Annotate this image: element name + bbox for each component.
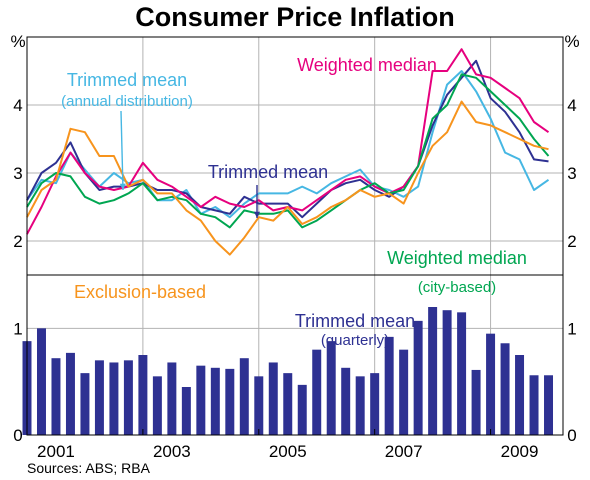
chart-title: Consumer Price Inflation (135, 2, 455, 32)
label-trimmed-mean-annual-sub: (annual distribution) (61, 93, 193, 110)
bar (529, 375, 539, 435)
x-tick-label: 2009 (501, 442, 539, 461)
bar (384, 336, 394, 435)
series-line-3 (26, 73, 550, 229)
label-weighted-median-city: Weighted median (387, 248, 527, 268)
y-tick-label: 1 (567, 319, 576, 338)
x-tick-label: 2003 (153, 442, 191, 461)
y-tick-label: 4 (13, 96, 22, 115)
x-tick-label: 2005 (269, 442, 307, 461)
y-tick-label: % (564, 32, 579, 51)
y-tick-label: 2 (13, 232, 22, 251)
plot-frame (26, 36, 564, 436)
label-exclusion-based: Exclusion-based (74, 282, 206, 302)
bar (181, 387, 191, 435)
bar (370, 373, 380, 435)
bar (210, 367, 220, 435)
bar (326, 341, 336, 435)
bar (486, 333, 496, 435)
bar (268, 362, 278, 435)
label-trimmed-mean: Trimmed mean (208, 162, 328, 182)
y-tick-label: % (10, 32, 25, 51)
y-tick-label: 3 (567, 164, 576, 183)
source-note: Sources: ABS; RBA (27, 460, 150, 476)
y-tick-label: 0 (13, 426, 22, 445)
bar (80, 373, 90, 435)
bar (138, 355, 148, 435)
series-line-1 (26, 59, 549, 219)
series-line-0 (26, 70, 550, 219)
label-weighted-median-city-sub: (city-based) (418, 279, 496, 296)
x-tick-label: 2007 (385, 442, 423, 461)
bar (297, 384, 307, 435)
bar (312, 349, 322, 435)
label-trimmed-mean-annual: Trimmed mean (67, 70, 187, 90)
bar (152, 376, 162, 435)
bar (341, 367, 351, 435)
gridlines (26, 37, 563, 435)
y-tick-label: 1 (13, 319, 22, 338)
bar (457, 312, 467, 435)
label-trimmed-mean-quarterly: Trimmed mean (295, 311, 415, 331)
y-tick-label: 0 (567, 426, 576, 445)
bar (283, 373, 293, 435)
bar (413, 320, 423, 435)
bar (442, 310, 452, 435)
bar (355, 376, 365, 435)
bar (544, 375, 554, 435)
bar (94, 360, 104, 435)
bar (36, 328, 46, 435)
y-tick-label: 2 (567, 232, 576, 251)
arrow-trimmed-mean (253, 185, 261, 218)
label-trimmed-mean-quarterly-sub: (quarterly) (321, 332, 389, 349)
bar (428, 307, 438, 435)
y-tick-label: 4 (567, 96, 576, 115)
bar (123, 360, 133, 435)
y-tick-label: 3 (13, 164, 22, 183)
bar (196, 365, 206, 435)
bar (225, 368, 235, 435)
label-weighted-median: Weighted median (297, 55, 437, 75)
bar (65, 352, 75, 435)
bar (471, 369, 481, 435)
bar (51, 358, 61, 435)
bar-series (22, 307, 554, 435)
bar (500, 343, 510, 435)
bar (254, 376, 264, 435)
bar (515, 355, 525, 435)
bar (239, 358, 249, 435)
series-line-4 (26, 100, 549, 256)
bar (167, 362, 177, 435)
arrow-trimmed-mean-annual (119, 110, 126, 191)
x-tick-label: 2001 (37, 442, 75, 461)
bar (109, 362, 119, 435)
bar (399, 349, 409, 435)
